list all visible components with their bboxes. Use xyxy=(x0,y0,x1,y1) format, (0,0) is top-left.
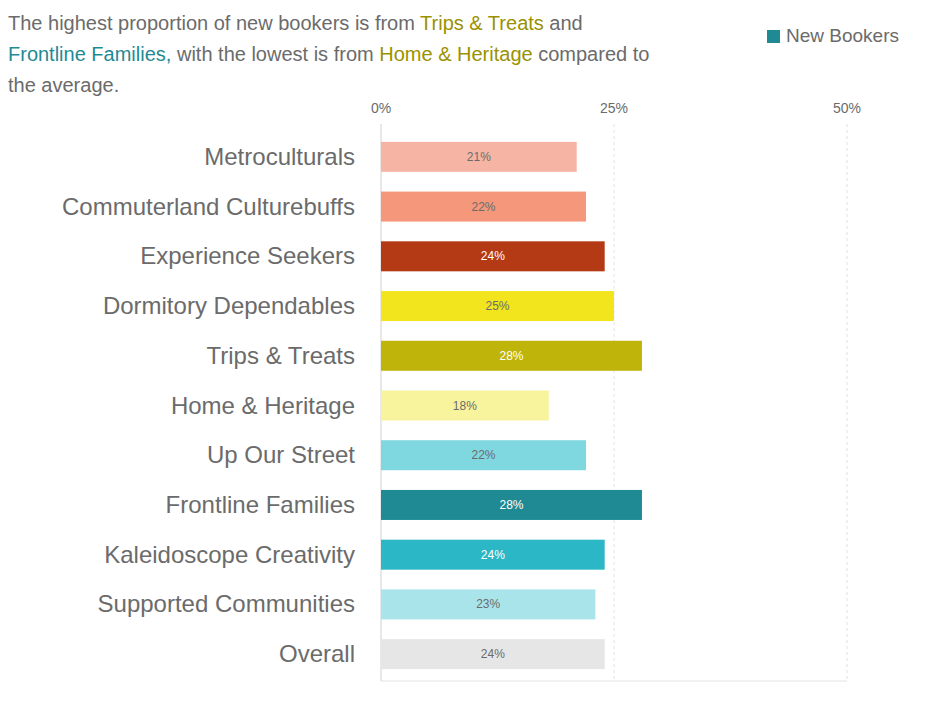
bar xyxy=(381,589,595,619)
title-part: Trips & Treats xyxy=(420,12,544,34)
tick-label: 0% xyxy=(371,100,391,116)
chart: 0% 25% 50% Metroculturals 21% Commuterland Cu… xyxy=(0,0,937,706)
data-label: 22% xyxy=(472,448,496,462)
bar xyxy=(381,540,605,570)
title-part: and xyxy=(544,12,583,34)
bar xyxy=(381,241,605,271)
category-label: Metroculturals xyxy=(204,143,355,170)
tick-label: 50% xyxy=(833,100,861,116)
category-label: Trips & Treats xyxy=(207,342,355,369)
bars xyxy=(381,142,642,669)
data-label: 28% xyxy=(499,349,523,363)
grid xyxy=(381,124,847,681)
labels: Metroculturals 21% Commuterland Culturebuf… xyxy=(62,143,524,667)
category-label: Kaleidoscope Creativity xyxy=(104,541,355,568)
grid-line xyxy=(614,124,615,681)
data-label: 25% xyxy=(485,299,509,313)
bar xyxy=(381,490,642,520)
data-label: 22% xyxy=(472,200,496,214)
category-label: Frontline Families xyxy=(166,491,355,518)
bar xyxy=(381,341,642,371)
category-label: Overall xyxy=(279,640,355,667)
data-label: 23% xyxy=(476,597,500,611)
category-label: Commuterland Culturebuffs xyxy=(62,193,355,220)
legend-swatch xyxy=(767,30,780,43)
data-label: 18% xyxy=(453,399,477,413)
bar xyxy=(381,391,549,421)
data-label: 21% xyxy=(467,150,491,164)
category-label: Up Our Street xyxy=(207,441,355,468)
axis-line xyxy=(381,681,847,682)
legend-label: New Bookers xyxy=(786,25,899,46)
legend: New Bookers xyxy=(767,25,899,46)
bar xyxy=(381,639,605,669)
data-label: 24% xyxy=(481,647,505,661)
data-label: 24% xyxy=(481,548,505,562)
data-label: 28% xyxy=(499,498,523,512)
category-label: Supported Communities xyxy=(98,590,355,617)
category-label: Dormitory Dependables xyxy=(103,292,355,319)
category-label: Home & Heritage xyxy=(171,392,355,419)
data-label: 24% xyxy=(481,249,505,263)
title-part: Home & Heritage xyxy=(379,43,532,65)
category-label: Experience Seekers xyxy=(140,242,355,269)
bar xyxy=(381,192,586,222)
grid-line xyxy=(847,124,848,681)
bar xyxy=(381,440,586,470)
title-part: with the lowest is from xyxy=(171,43,379,65)
bar xyxy=(381,142,577,172)
bar xyxy=(381,291,614,321)
title-part: The highest proportion of new bookers is… xyxy=(8,12,420,34)
tick-label: 25% xyxy=(600,100,628,116)
title: The highest proportion of new bookers is… xyxy=(8,8,653,101)
title-part: Frontline Families, xyxy=(8,43,171,65)
